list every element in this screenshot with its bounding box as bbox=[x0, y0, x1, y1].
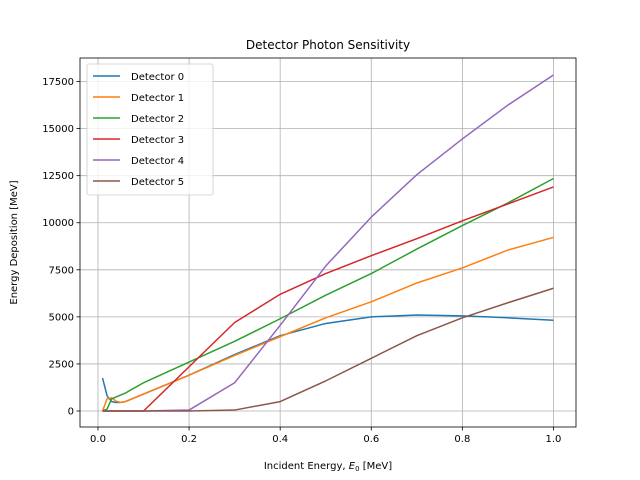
series-line-detector-2 bbox=[102, 177, 554, 412]
x-tick-label: 0.6 bbox=[363, 434, 379, 445]
y-tick-label: 2500 bbox=[49, 359, 74, 370]
x-tick-label: 0.0 bbox=[90, 434, 106, 445]
x-tick-label: 1.0 bbox=[546, 434, 562, 445]
legend-label-detector-0: Detector 0 bbox=[131, 72, 184, 83]
y-tick-label: 17500 bbox=[42, 77, 74, 88]
y-tick-label: 7500 bbox=[49, 265, 74, 276]
legend-box bbox=[86, 63, 214, 196]
legend-label-detector-1: Detector 1 bbox=[131, 93, 184, 104]
legend-label-detector-2: Detector 2 bbox=[131, 114, 184, 125]
grid bbox=[80, 58, 576, 427]
x-tick-label: 0.4 bbox=[272, 434, 288, 445]
y-axis-ticks: 0 2500 5000 7500 10000 12500 15000 17500 bbox=[42, 77, 80, 417]
series-line-detector-5 bbox=[102, 287, 554, 412]
series-line-detector-1 bbox=[101, 236, 554, 412]
series-lines bbox=[101, 74, 554, 412]
legend: Detector 0 Detector 1 Detector 2 Detector 3… bbox=[86, 63, 214, 196]
x-axis-ticks: 0.0 0.2 0.4 0.6 0.8 1.0 bbox=[90, 427, 561, 445]
y-tick-label: 10000 bbox=[42, 218, 74, 229]
legend-label-detector-5: Detector 5 bbox=[131, 177, 184, 188]
y-tick-label: 0 bbox=[68, 406, 74, 417]
x-axis-label: Incident Energy, E0 [MeV] bbox=[264, 461, 392, 473]
y-axis-label: Energy Deposition [MeV] bbox=[9, 180, 20, 304]
y-tick-label: 5000 bbox=[49, 312, 74, 323]
plot-frame bbox=[79, 57, 577, 428]
y-tick-label: 12500 bbox=[42, 171, 74, 182]
x-tick-label: 0.8 bbox=[454, 434, 470, 445]
legend-label-detector-4: Detector 4 bbox=[131, 156, 184, 167]
legend-label-detector-3: Detector 3 bbox=[131, 135, 184, 146]
chart-title: Detector Photon Sensitivity bbox=[246, 38, 410, 52]
x-tick-label: 0.2 bbox=[181, 434, 197, 445]
y-tick-label: 15000 bbox=[42, 124, 74, 135]
